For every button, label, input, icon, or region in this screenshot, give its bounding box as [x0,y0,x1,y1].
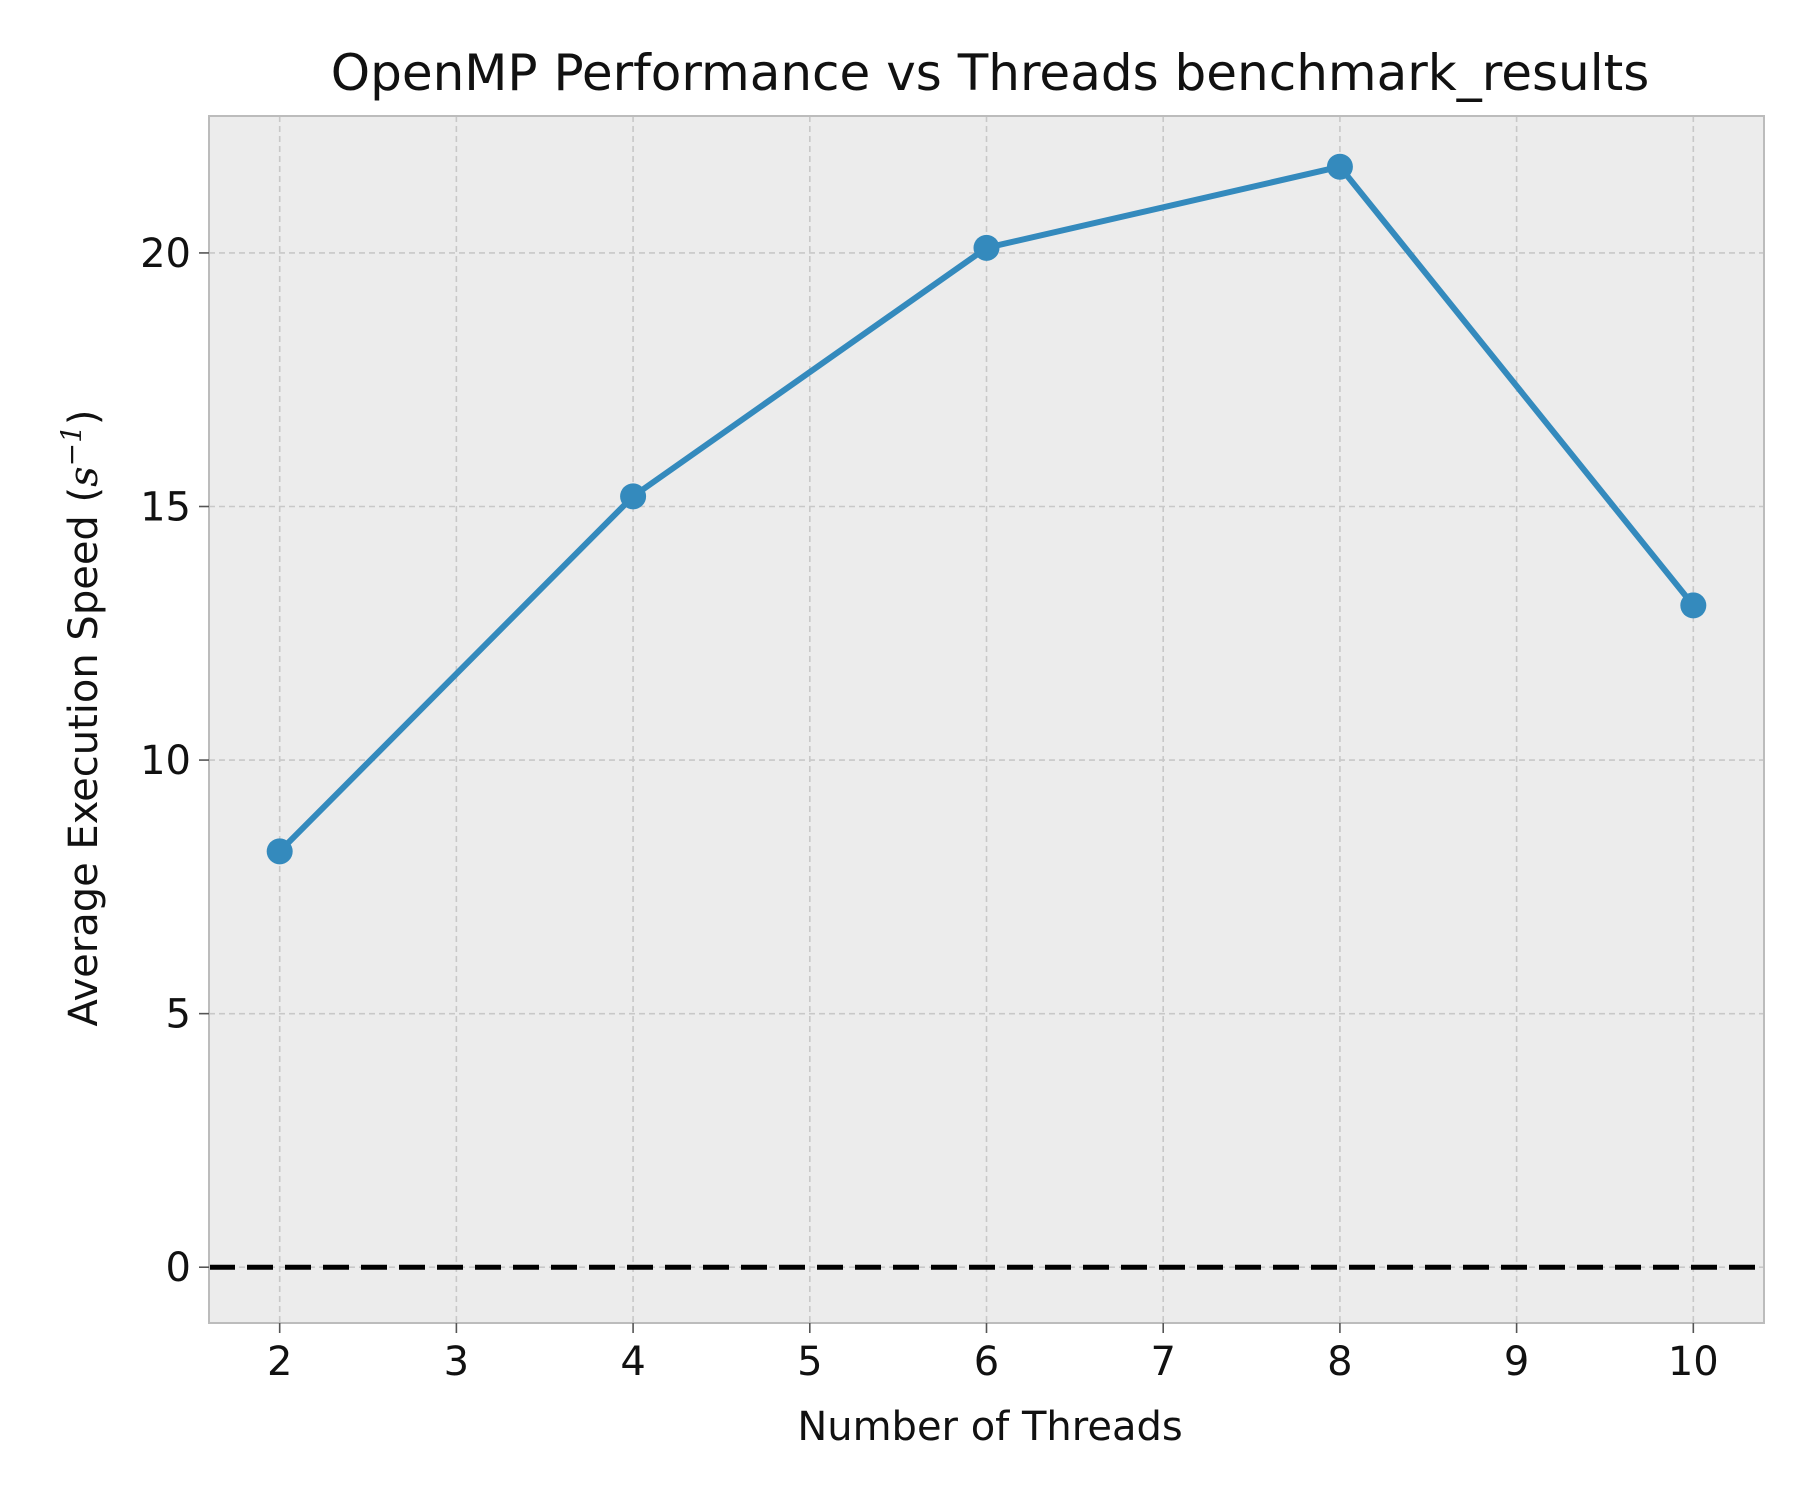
data-point [1326,153,1353,180]
x-tick-label: 5 [797,1339,822,1385]
x-tick-label: 10 [1668,1339,1719,1385]
x-tick-label: 3 [444,1339,469,1385]
y-axis-label-unit-exponent: −1 [55,425,88,466]
data-point [1680,592,1707,619]
x-tick-label: 4 [620,1339,645,1385]
x-tick-label: 9 [1504,1339,1529,1385]
y-tick-label: 5 [166,992,191,1038]
y-axis-label-text: Average Execution Speed ( [61,487,107,1027]
y-axis-label-unit-base: s [61,466,107,487]
x-tick-label: 6 [974,1339,999,1385]
y-axis-ticks: 0 5 10 15 20 [140,231,209,1291]
y-tick-label: 20 [140,231,191,277]
y-axis-label: Average Execution Speed (s−1) [55,409,107,1026]
series-layer [266,153,1707,865]
y-tick-label: 0 [166,1245,191,1291]
x-axis-ticks: 2 3 4 5 6 7 8 9 10 [267,1323,1719,1385]
x-tick-label: 7 [1150,1339,1175,1385]
data-point [620,483,647,510]
chart-title: OpenMP Performance vs Threads benchmark_… [331,44,1650,102]
y-axis-label-close: ) [61,409,107,425]
grid-lines [209,116,1764,1323]
y-tick-label: 10 [140,738,191,784]
y-tick-label: 15 [140,485,191,531]
x-axis-label: Number of Threads [797,1404,1182,1450]
data-point [973,234,1000,261]
x-tick-label: 8 [1327,1339,1352,1385]
data-point [266,838,293,865]
x-tick-label: 2 [267,1339,292,1385]
